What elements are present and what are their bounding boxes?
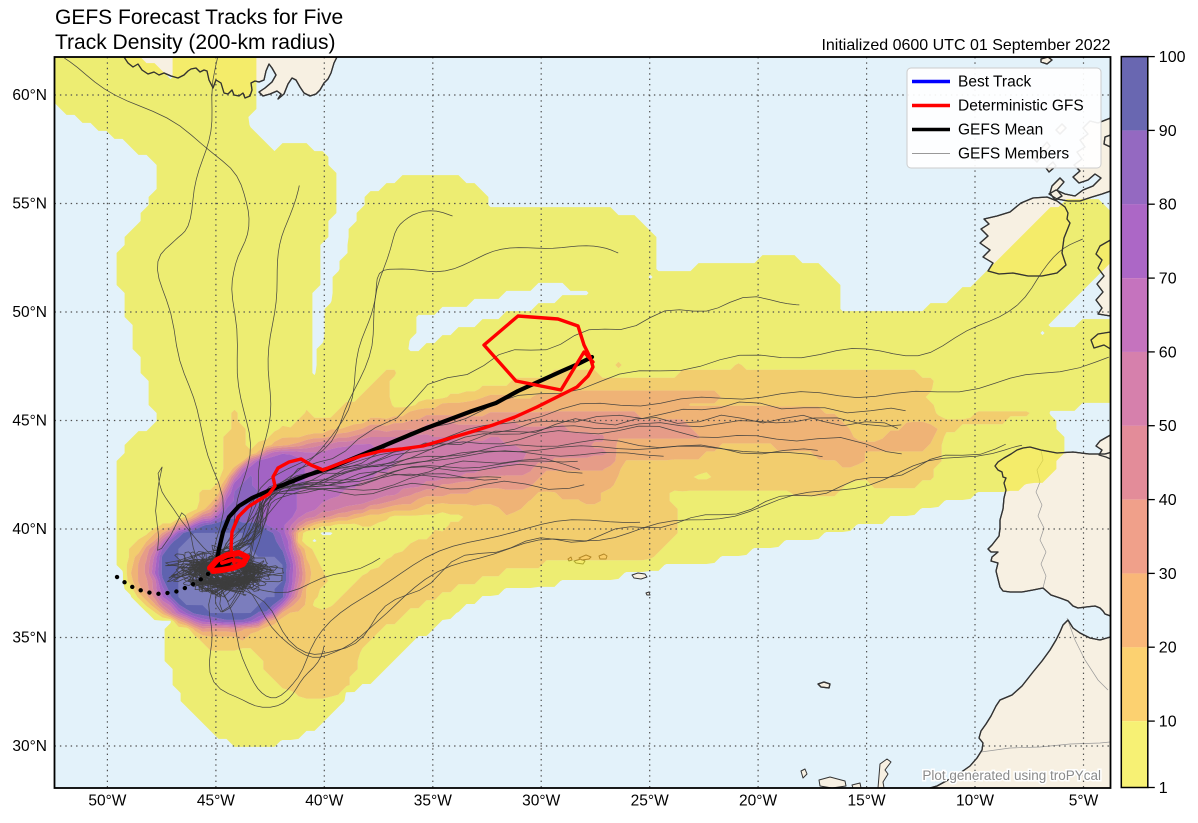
svg-text:Track Density (200-km radius): Track Density (200-km radius) <box>55 31 335 54</box>
svg-text:80: 80 <box>1159 197 1177 214</box>
svg-text:40°W: 40°W <box>305 793 343 810</box>
svg-text:GEFS Forecast Tracks for Five: GEFS Forecast Tracks for Five <box>55 6 343 29</box>
svg-text:50°W: 50°W <box>88 793 126 810</box>
svg-text:20°W: 20°W <box>739 793 777 810</box>
svg-text:Deterministic GFS: Deterministic GFS <box>958 98 1084 115</box>
svg-text:25°W: 25°W <box>631 793 669 810</box>
svg-text:Initialized 0600 UTC 01 Septem: Initialized 0600 UTC 01 September 2022 <box>821 37 1110 54</box>
svg-text:70: 70 <box>1159 271 1177 288</box>
svg-text:1: 1 <box>1159 780 1168 797</box>
svg-text:GEFS Members: GEFS Members <box>958 146 1069 163</box>
svg-text:45°W: 45°W <box>197 793 235 810</box>
svg-text:100: 100 <box>1159 49 1186 66</box>
svg-text:Best Track: Best Track <box>958 74 1031 91</box>
svg-text:55°N: 55°N <box>12 196 47 213</box>
svg-text:10: 10 <box>1159 714 1177 731</box>
svg-text:10°W: 10°W <box>956 793 994 810</box>
svg-text:45°N: 45°N <box>12 413 47 430</box>
svg-text:50°N: 50°N <box>12 304 47 321</box>
svg-text:35°N: 35°N <box>12 630 47 647</box>
svg-text:90: 90 <box>1159 123 1177 140</box>
svg-text:30: 30 <box>1159 566 1177 583</box>
svg-text:5°W: 5°W <box>1069 793 1099 810</box>
svg-text:40: 40 <box>1159 492 1177 509</box>
svg-text:60°N: 60°N <box>12 87 47 104</box>
svg-text:40°N: 40°N <box>12 521 47 538</box>
svg-text:30°N: 30°N <box>12 738 47 755</box>
svg-text:35°W: 35°W <box>414 793 452 810</box>
svg-text:15°W: 15°W <box>848 793 886 810</box>
svg-text:20: 20 <box>1159 640 1177 657</box>
svg-text:60: 60 <box>1159 344 1177 361</box>
svg-text:30°W: 30°W <box>522 793 560 810</box>
svg-text:Plot generated using troPYcal: Plot generated using troPYcal <box>922 768 1101 783</box>
svg-text:GEFS Mean: GEFS Mean <box>958 122 1043 139</box>
svg-text:50: 50 <box>1159 418 1177 435</box>
